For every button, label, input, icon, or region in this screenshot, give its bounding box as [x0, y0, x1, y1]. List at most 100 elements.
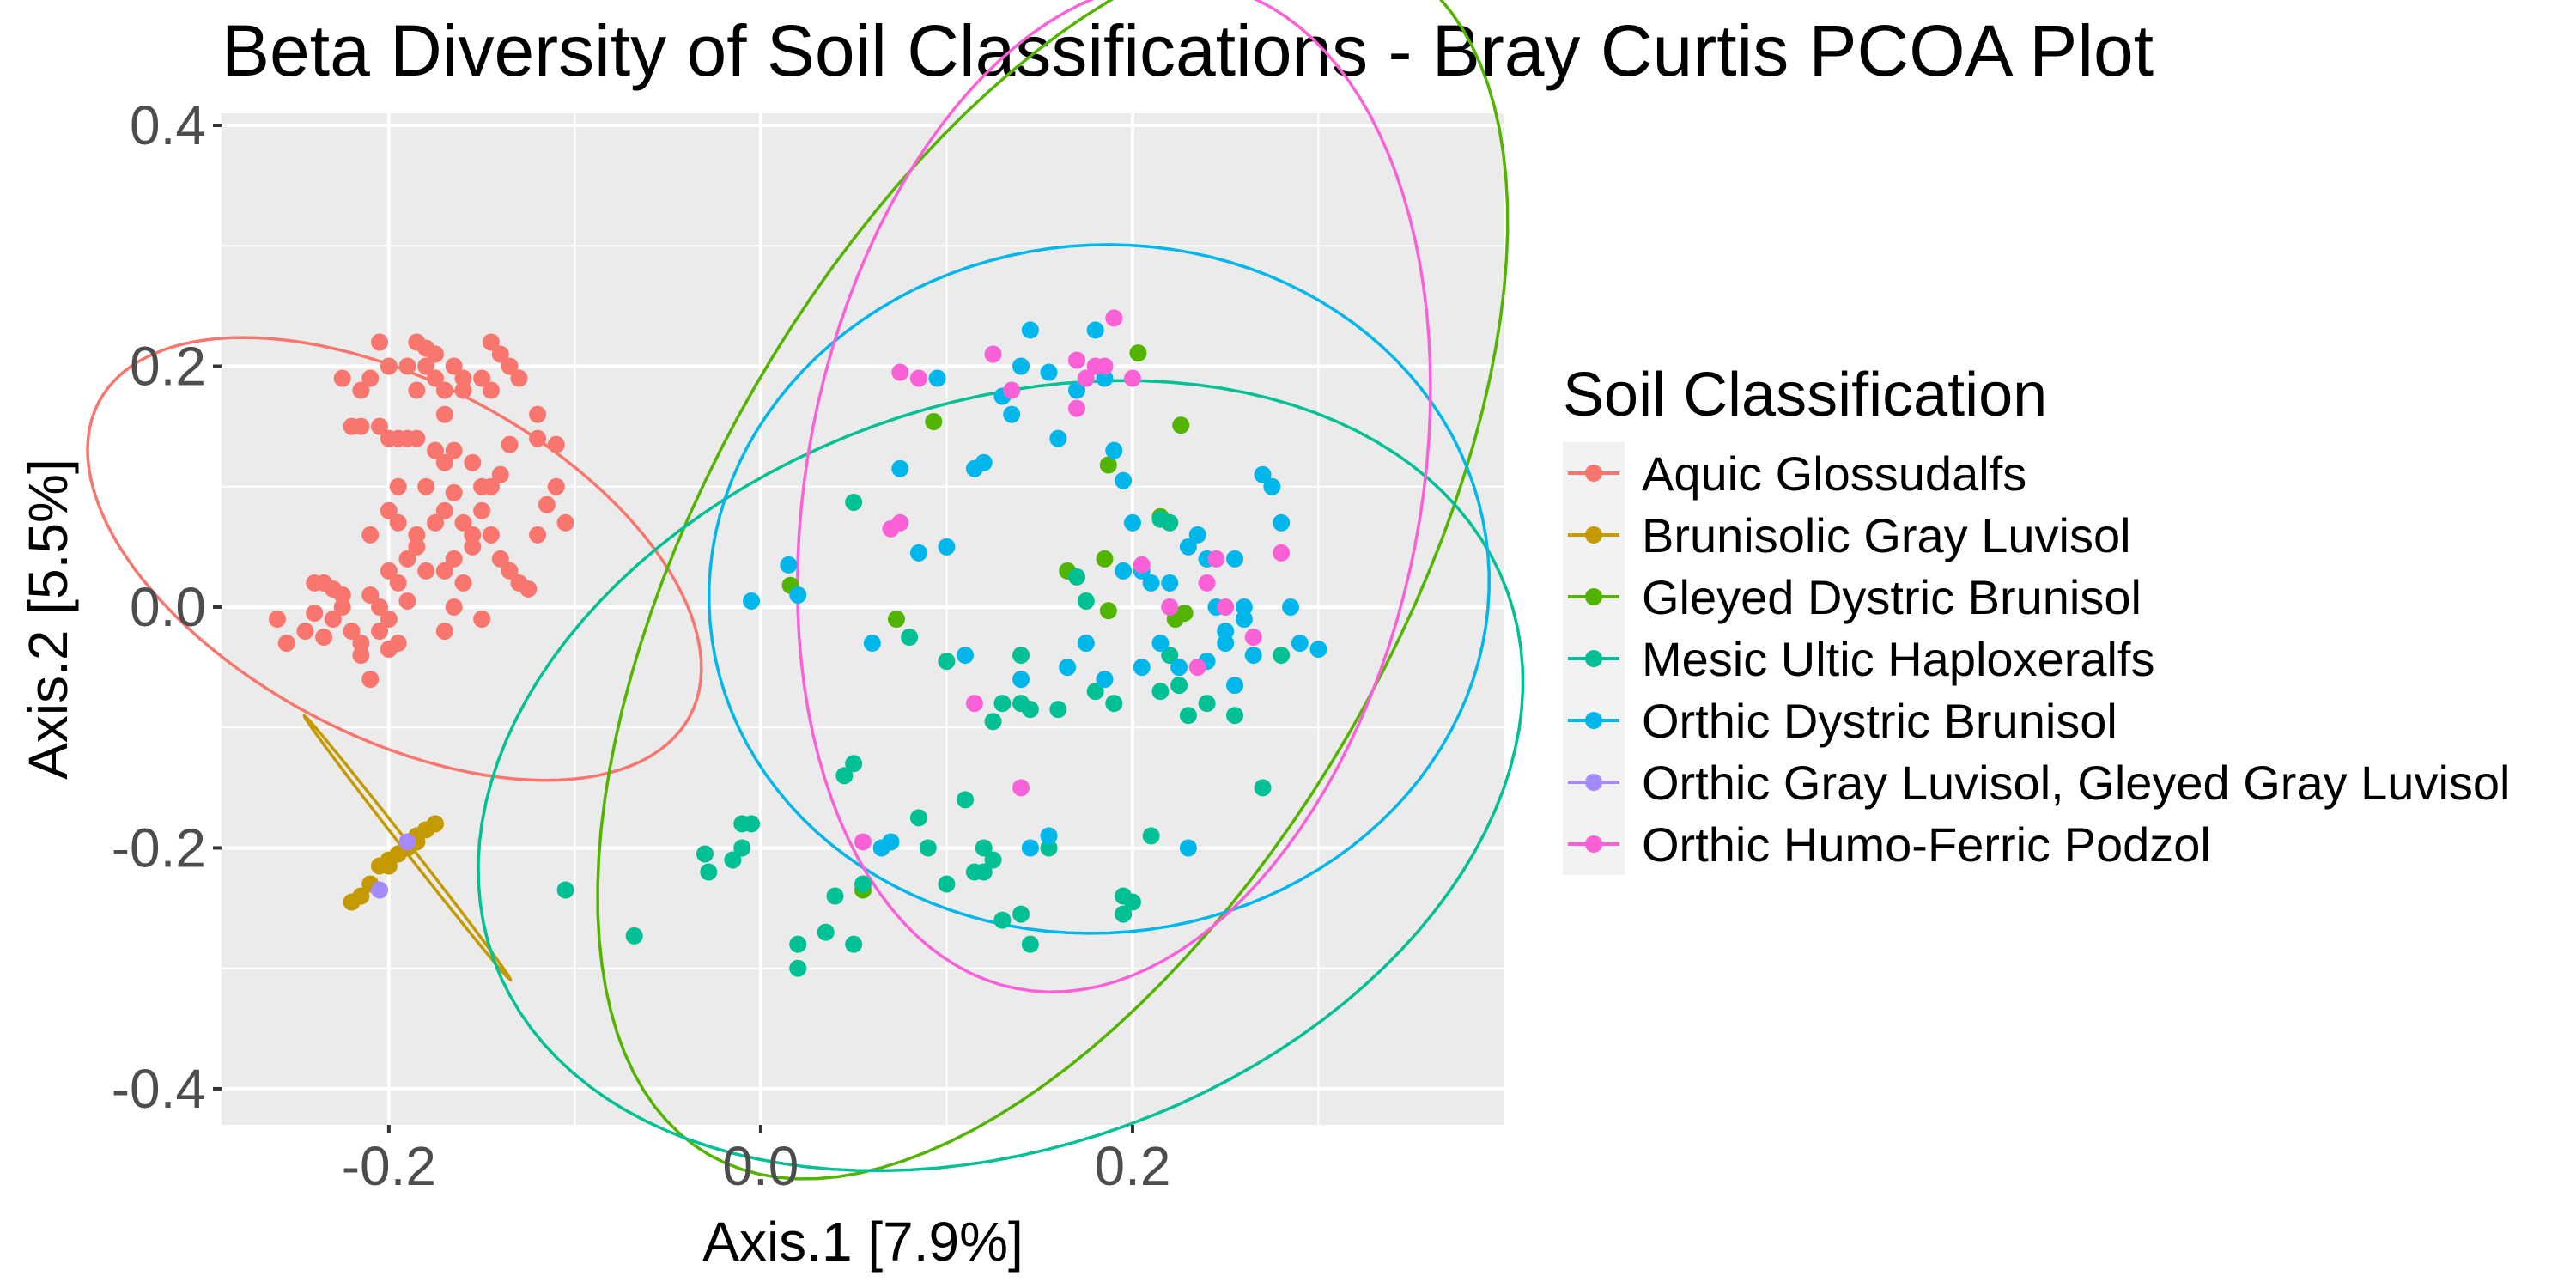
point-aquic-glossudalfs [352, 417, 370, 435]
point-mesic-ultic-haploxeralfs [700, 863, 718, 881]
point-mesic-ultic-haploxeralfs [1115, 905, 1133, 923]
point-orthic-humo-ferric-podzol [909, 369, 927, 387]
point-orthic-dystric-brunisol [1161, 574, 1179, 592]
point-orthic-humo-ferric-podzol [1198, 574, 1216, 592]
point-orthic-humo-ferric-podzol [854, 833, 872, 851]
point-aquic-glossudalfs [361, 586, 380, 604]
point-aquic-glossudalfs [380, 611, 398, 628]
plot-panel [222, 113, 1504, 1125]
point-aquic-glossudalfs [547, 435, 565, 453]
point-mesic-ultic-haploxeralfs [1021, 701, 1039, 719]
point-orthic-humo-ferric-podzol [1273, 544, 1291, 562]
point-aquic-glossudalfs [380, 357, 398, 375]
point-aquic-glossudalfs [501, 435, 519, 453]
point-gleyed-dystric-brunisol [1099, 602, 1117, 620]
point-orthic-dystric-brunisol [1021, 839, 1039, 857]
point-mesic-ultic-haploxeralfs [957, 791, 975, 809]
point-aquic-glossudalfs [333, 369, 351, 387]
point-mesic-ultic-haploxeralfs [1012, 905, 1030, 923]
point-mesic-ultic-haploxeralfs [835, 767, 854, 785]
point-aquic-glossudalfs [501, 357, 519, 375]
point-mesic-ultic-haploxeralfs [1021, 935, 1039, 953]
point-orthic-dystric-brunisol [1012, 357, 1030, 375]
point-orthic-dystric-brunisol [928, 369, 946, 387]
point-aquic-glossudalfs [324, 611, 342, 628]
point-orthic-humo-ferric-podzol [1217, 598, 1235, 616]
point-orthic-humo-ferric-podzol [1244, 629, 1262, 647]
point-orthic-dystric-brunisol [882, 833, 900, 851]
point-mesic-ultic-haploxeralfs [1254, 779, 1272, 797]
point-orthic-humo-ferric-podzol [1105, 309, 1123, 327]
point-orthic-dystric-brunisol [1235, 611, 1253, 628]
point-mesic-ultic-haploxeralfs [789, 959, 807, 977]
point-orthic-dystric-brunisol [1179, 839, 1197, 857]
point-aquic-glossudalfs [417, 562, 435, 580]
legend-key-point-gleyed-dystric-brunisol [1585, 588, 1602, 605]
point-mesic-ultic-haploxeralfs [556, 881, 574, 899]
point-mesic-ultic-haploxeralfs [938, 875, 956, 893]
point-orthic-humo-ferric-podzol [1068, 399, 1085, 417]
point-aquic-glossudalfs [417, 477, 435, 495]
point-aquic-glossudalfs [491, 345, 509, 363]
point-orthic-dystric-brunisol [1263, 477, 1281, 495]
point-orthic-humo-ferric-podzol [984, 345, 1002, 363]
point-orthic-dystric-brunisol [743, 592, 761, 610]
point-aquic-glossudalfs [371, 623, 389, 641]
point-orthic-dystric-brunisol [891, 459, 909, 477]
point-mesic-ultic-haploxeralfs [1170, 677, 1188, 695]
x-axis-ticks: -0.2 0.0 0.2 [342, 1125, 1170, 1197]
point-mesic-ultic-haploxeralfs [724, 851, 742, 869]
point-orthic-dystric-brunisol [1040, 363, 1058, 381]
point-aquic-glossudalfs [380, 562, 398, 580]
point-mesic-ultic-haploxeralfs [743, 815, 761, 833]
point-orthic-dystric-brunisol [1273, 513, 1291, 532]
point-orthic-dystric-brunisol [1217, 623, 1235, 641]
point-aquic-glossudalfs [445, 550, 463, 568]
point-orthic-humo-ferric-podzol [1003, 381, 1021, 399]
point-mesic-ultic-haploxeralfs [1086, 683, 1104, 701]
point-aquic-glossudalfs [352, 647, 370, 665]
point-aquic-glossudalfs [491, 550, 509, 568]
point-orthic-humo-ferric-podzol [891, 513, 909, 532]
point-mesic-ultic-haploxeralfs [817, 923, 835, 941]
point-aquic-glossudalfs [529, 526, 547, 544]
point-mesic-ultic-haploxeralfs [1179, 707, 1197, 725]
point-aquic-glossudalfs [315, 629, 333, 647]
legend-key-point-orthic-dystric-brunisol [1585, 712, 1602, 729]
point-mesic-ultic-haploxeralfs [733, 839, 751, 857]
point-mesic-ultic-haploxeralfs [1161, 647, 1179, 665]
legend-key-point-mesic-ultic-haploxeralfs [1585, 650, 1602, 667]
point-aquic-glossudalfs [501, 562, 519, 580]
point-orthic-humo-ferric-podzol [1161, 598, 1179, 616]
point-orthic-dystric-brunisol [975, 453, 993, 471]
ellipse-brunisolic-gray-luvisol [302, 714, 513, 982]
point-aquic-glossudalfs [361, 369, 380, 387]
point-brunisolic-gray-luvisol [352, 887, 370, 905]
point-aquic-glossudalfs [510, 369, 528, 387]
legend-key-point-orthic-gray-luvisol-gleyed-gray-luvisol [1585, 774, 1602, 791]
point-aquic-glossudalfs [389, 574, 407, 592]
point-aquic-glossudalfs [343, 623, 361, 641]
point-aquic-glossudalfs [333, 598, 351, 616]
point-aquic-glossudalfs [371, 598, 389, 616]
point-aquic-glossudalfs [510, 574, 528, 592]
point-aquic-glossudalfs [371, 333, 389, 351]
point-orthic-dystric-brunisol [1254, 465, 1272, 483]
point-aquic-glossudalfs [464, 538, 482, 556]
point-mesic-ultic-haploxeralfs [1226, 707, 1244, 725]
point-mesic-ultic-haploxeralfs [625, 927, 643, 945]
point-mesic-ultic-haploxeralfs [984, 713, 1002, 731]
point-aquic-glossudalfs [408, 381, 426, 399]
point-mesic-ultic-haploxeralfs [1105, 695, 1123, 713]
point-mesic-ultic-haploxeralfs [1012, 647, 1030, 665]
legend-title: Soil Classification [1563, 361, 2047, 429]
point-orthic-gray-luvisol-gleyed-gray-luvisol [398, 833, 416, 851]
point-orthic-dystric-brunisol [1291, 635, 1309, 653]
point-orthic-dystric-brunisol [789, 586, 807, 604]
point-orthic-dystric-brunisol [1012, 671, 1030, 689]
point-orthic-dystric-brunisol [1142, 574, 1160, 592]
point-mesic-ultic-haploxeralfs [984, 851, 1002, 869]
ellipses [86, 0, 1525, 1181]
point-mesic-ultic-haploxeralfs [975, 839, 993, 857]
